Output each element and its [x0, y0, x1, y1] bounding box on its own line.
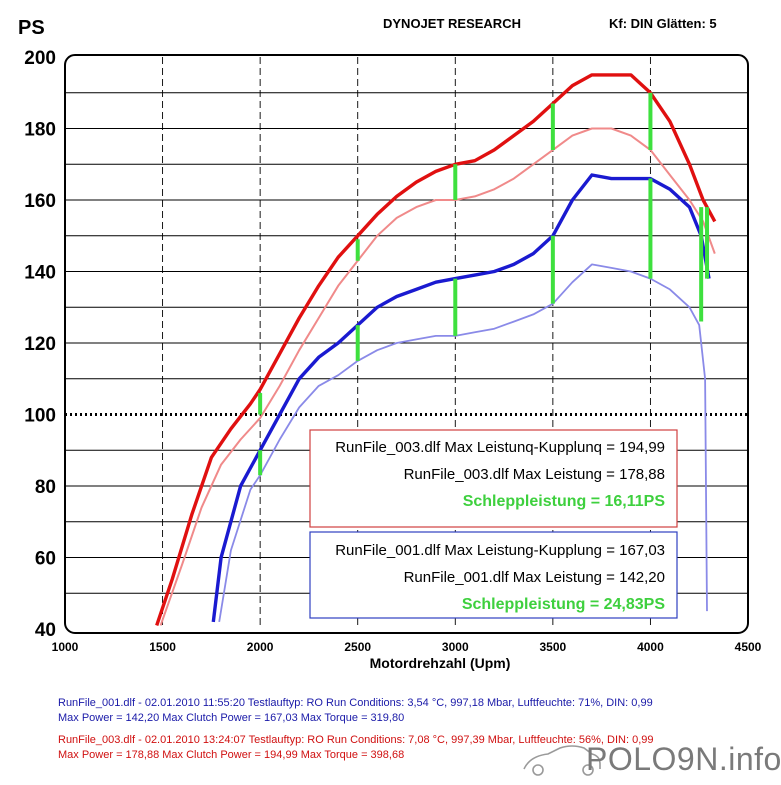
legend-blue-line2: RunFile_001.dlf Max Leistung = 142,20 — [404, 569, 665, 586]
x-axis-label: Motordrehzahl (Upm) — [370, 655, 511, 671]
tick-label-group: 40 60 80 100 120 140 160 180 200 1000 1500 2000 2500… — [24, 48, 761, 654]
legend-blue-drag-power: Schleppleistung = 24,83PS — [462, 596, 666, 613]
marker-group — [258, 92, 710, 476]
y-tick-label: 100 — [24, 406, 56, 427]
run-info-red-1: RunFile_003.dlf - 02.01.2010 13:24:07 Te… — [58, 734, 654, 746]
y-tick-label: 160 — [24, 191, 56, 212]
series-group — [155, 73, 717, 626]
y-tick-label: 80 — [35, 477, 56, 498]
x-tick-label: 4500 — [735, 640, 762, 654]
legend-red-line2: RunFile_003.dlf Max Leistung = 178,88 — [404, 466, 665, 483]
y-tick-label: 180 — [24, 120, 56, 141]
x-tick-label: 4000 — [637, 640, 664, 654]
legend-blue-line1: RunFile_001.dlf Max Leistung-Kupplung = … — [335, 542, 665, 559]
y-unit-label: PS — [18, 17, 45, 39]
chart-title: DYNOJET RESEARCH — [383, 16, 521, 31]
legend-red-drag-power: Schleppleistung = 16,11PS — [463, 493, 666, 510]
x-tick-label: 2000 — [247, 640, 274, 654]
run-info-red-2: Max Power = 178,88 Max Clutch Power = 19… — [58, 749, 404, 761]
y-tick-label: 200 — [24, 48, 56, 69]
x-tick-label: 1500 — [149, 640, 176, 654]
x-tick-label: 1000 — [52, 640, 79, 654]
series-line-blue-main — [211, 173, 711, 623]
legend-box-red — [309, 429, 678, 528]
watermark-text: POLO9N.info — [586, 741, 781, 777]
y-tick-label: 60 — [35, 549, 56, 570]
y-tick-label: 120 — [24, 334, 56, 355]
grid — [65, 57, 748, 629]
run-info-blue-1: RunFile_001.dlf - 02.01.2010 11:55:20 Te… — [58, 697, 653, 709]
legend-red-line1: RunFile_003.dlf Max Leistunq-Kupplunq = … — [335, 439, 665, 456]
series-line-red-main — [155, 73, 717, 626]
x-tick-label: 2500 — [344, 640, 371, 654]
y-tick-label: 40 — [35, 620, 56, 641]
series-line-blue-light — [218, 263, 708, 623]
legend-box-blue — [309, 531, 678, 619]
x-tick-label: 3500 — [540, 640, 567, 654]
car-silhouette-icon — [523, 745, 601, 776]
header-info: Kf: DIN Glätten: 5 — [609, 16, 717, 31]
run-info-blue-2: Max Power = 142,20 Max Clutch Power = 16… — [58, 712, 404, 724]
x-tick-label: 3000 — [442, 640, 469, 654]
y-tick-label: 140 — [24, 263, 56, 284]
series-line-red-light — [159, 127, 716, 626]
